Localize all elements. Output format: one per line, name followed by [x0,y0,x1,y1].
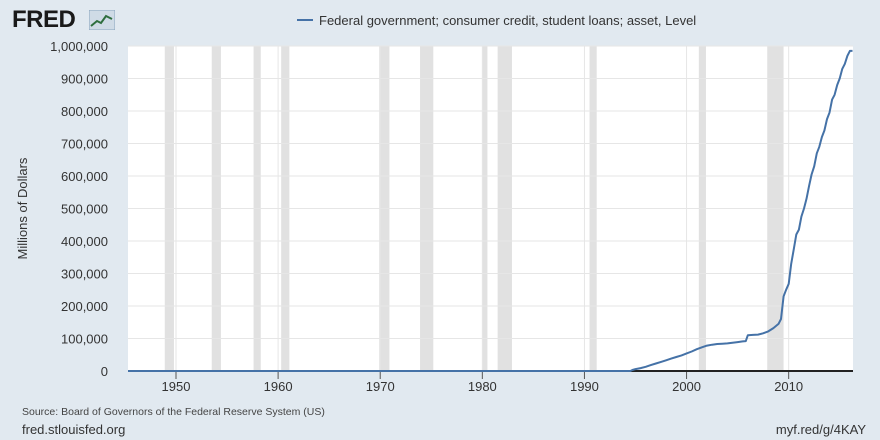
site-link[interactable]: fred.stlouisfed.org [22,422,126,437]
y-tick-label: 700,000 [61,137,108,152]
fred-chart-line-icon [89,10,115,30]
y-tick-label: 600,000 [61,169,108,184]
x-tick-label: 1960 [264,379,293,394]
legend-label: Federal government; consumer credit, stu… [319,13,696,28]
y-axis-label: Millions of Dollars [15,157,30,259]
source-note: Source: Board of Governors of the Federa… [22,406,325,418]
x-tick-label: 1990 [570,379,599,394]
y-tick-label: 800,000 [61,104,108,119]
y-tick-label: 1,000,000 [50,39,108,54]
x-tick-label: 1950 [162,379,191,394]
y-tick-label: 900,000 [61,72,108,87]
x-tick-label: 1980 [468,379,497,394]
series-line [128,49,853,372]
y-tick-label: 500,000 [61,202,108,217]
fred-logo: FRED [12,6,76,33]
y-tick-label: 0 [101,364,108,379]
x-tick-label: 2010 [774,379,803,394]
y-tick-label: 200,000 [61,299,108,314]
x-tick-label: 2000 [672,379,701,394]
x-tick-label: 1970 [366,379,395,394]
y-tick-label: 400,000 [61,234,108,249]
y-tick-label: 300,000 [61,267,108,282]
short-url-link[interactable]: myf.red/g/4KAY [775,422,866,437]
y-tick-label: 100,000 [61,332,108,347]
